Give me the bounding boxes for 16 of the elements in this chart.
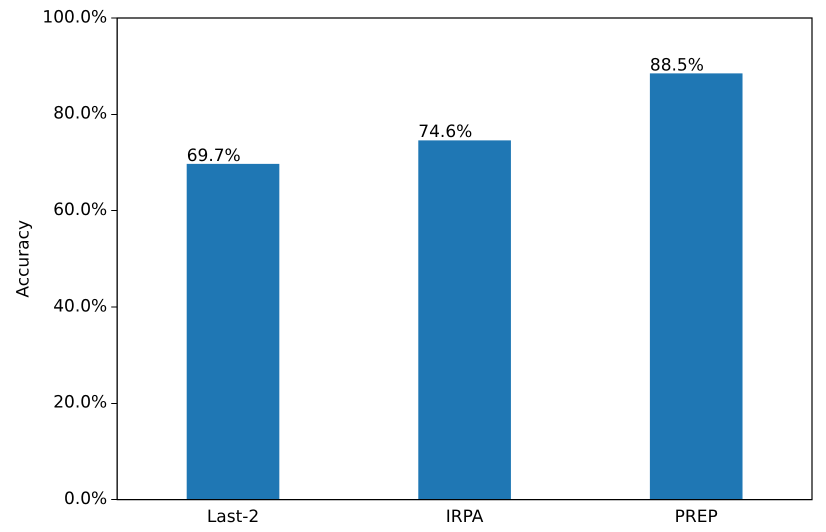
data-label: 74.6% <box>418 122 472 142</box>
y-axis-title: Accuracy <box>14 220 34 298</box>
y-tick-label: 60.0% <box>53 200 108 220</box>
data-label: 69.7% <box>186 146 241 166</box>
y-tick-label: 100.0% <box>42 7 108 28</box>
y-tick-label: 80.0% <box>53 104 108 124</box>
y-tick-label: 20.0% <box>53 392 108 413</box>
x-tick-label: IRPA <box>446 507 484 528</box>
x-tick-label: Last-2 <box>206 507 260 528</box>
bar <box>650 73 743 500</box>
y-tick-label: 40.0% <box>53 296 108 316</box>
bar <box>418 140 511 500</box>
data-label: 88.5% <box>650 55 704 76</box>
y-tick-label: 0.0% <box>64 489 108 510</box>
x-tick-label: PREP <box>674 507 718 528</box>
bar <box>186 164 280 500</box>
